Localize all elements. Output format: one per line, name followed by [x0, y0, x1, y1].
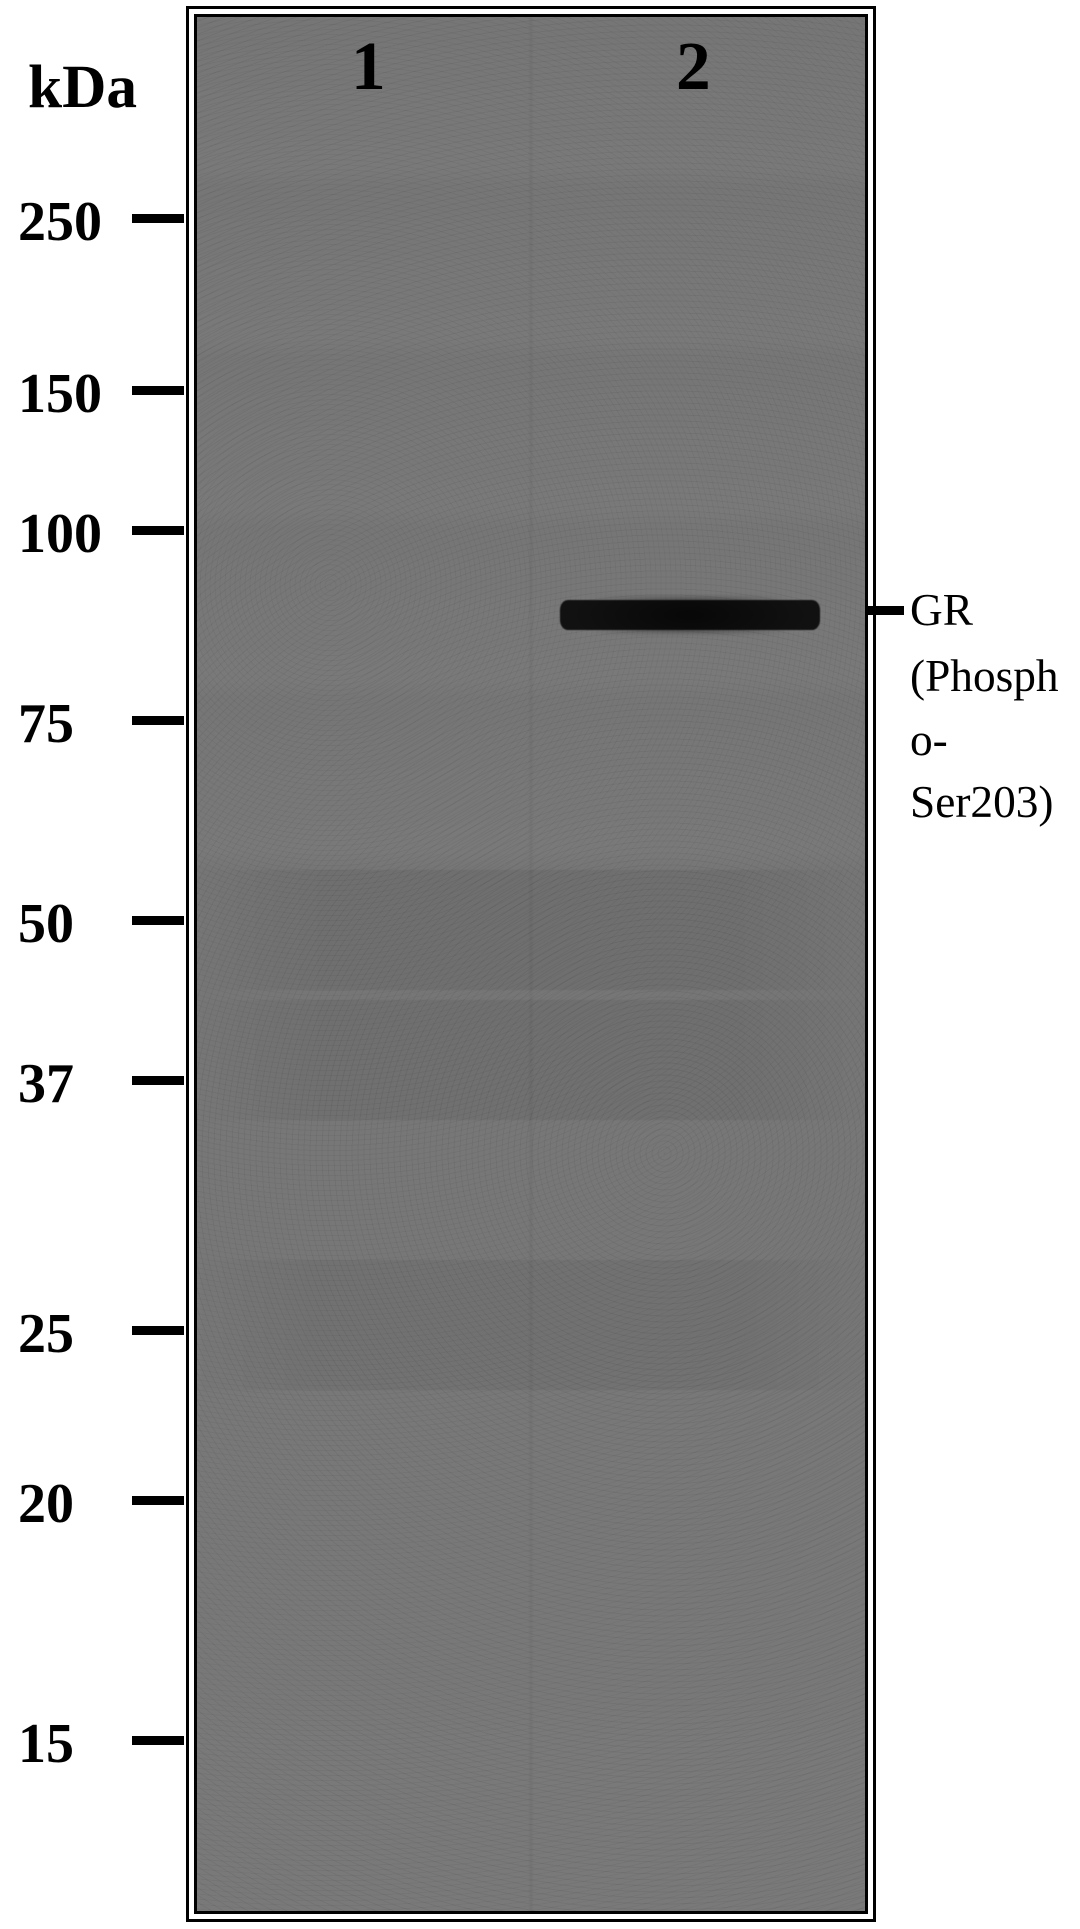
kda-axis-title: kDa — [28, 52, 137, 123]
blot-membrane — [197, 17, 865, 1911]
annotation-tick — [868, 606, 904, 615]
kda-marker-label: 25 — [18, 1302, 74, 1366]
kda-marker-label: 50 — [18, 892, 74, 956]
annotation-line: (Phosph — [910, 650, 1059, 702]
kda-marker-tick — [132, 1076, 184, 1085]
kda-marker-label: 150 — [18, 362, 102, 426]
kda-marker-label: 100 — [18, 502, 102, 566]
kda-marker-tick — [132, 526, 184, 535]
kda-marker-tick — [132, 916, 184, 925]
kda-marker-tick — [132, 716, 184, 725]
annotation-line: GR — [910, 584, 973, 636]
kda-marker-tick — [132, 1326, 184, 1335]
annotation-line: o- — [910, 714, 948, 766]
kda-marker-tick — [132, 386, 184, 395]
western-blot-figure: kDa 250 150 100 75 50 37 25 20 15 1 2 GR… — [0, 0, 1080, 1929]
kda-marker-tick — [132, 214, 184, 223]
kda-marker-tick — [132, 1496, 184, 1505]
kda-marker-label: 37 — [18, 1052, 74, 1116]
lane-number: 2 — [676, 26, 711, 106]
lane-divider — [530, 17, 532, 1911]
kda-marker-label: 20 — [18, 1472, 74, 1536]
annotation-line: Ser203) — [910, 776, 1054, 828]
kda-marker-label: 75 — [18, 692, 74, 756]
detected-band-gr-pS203 — [560, 600, 820, 630]
kda-marker-tick — [132, 1736, 184, 1745]
kda-marker-label: 250 — [18, 190, 102, 254]
kda-marker-label: 15 — [18, 1712, 74, 1776]
lane-number: 1 — [351, 26, 386, 106]
